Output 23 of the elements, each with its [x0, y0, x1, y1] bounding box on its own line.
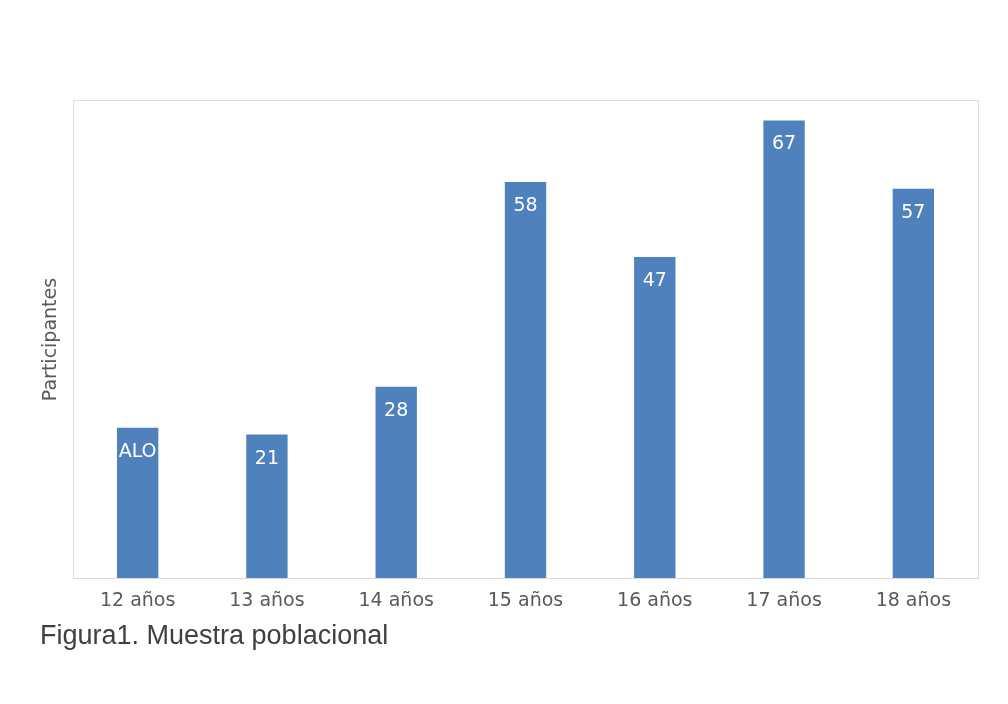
y-axis-title: Participantes	[37, 277, 60, 402]
data-label: 67	[771, 131, 797, 154]
data-label: 47	[642, 268, 667, 291]
data-label: ALO	[118, 438, 157, 461]
data-label: 21	[254, 445, 280, 468]
bar	[504, 181, 547, 578]
x-tick-label: 17 años	[746, 587, 822, 610]
x-tick-label: 18 años	[875, 587, 952, 610]
x-tick-label: 14 años	[358, 587, 434, 610]
data-label: 58	[513, 192, 538, 215]
data-label: 57	[901, 199, 926, 222]
x-tick-label: 16 años	[617, 587, 693, 610]
bar	[375, 386, 417, 578]
data-label: 28	[384, 397, 409, 420]
bar	[116, 427, 159, 578]
x-tick-label: 15 años	[487, 587, 564, 610]
bar	[246, 434, 288, 578]
text: Figura1. Muestra poblacional	[40, 620, 389, 650]
bar	[763, 120, 805, 578]
bar	[892, 188, 935, 578]
bar	[634, 257, 676, 578]
x-tick-label: 12 años	[99, 587, 176, 610]
x-tick-label: 13 años	[229, 587, 305, 610]
